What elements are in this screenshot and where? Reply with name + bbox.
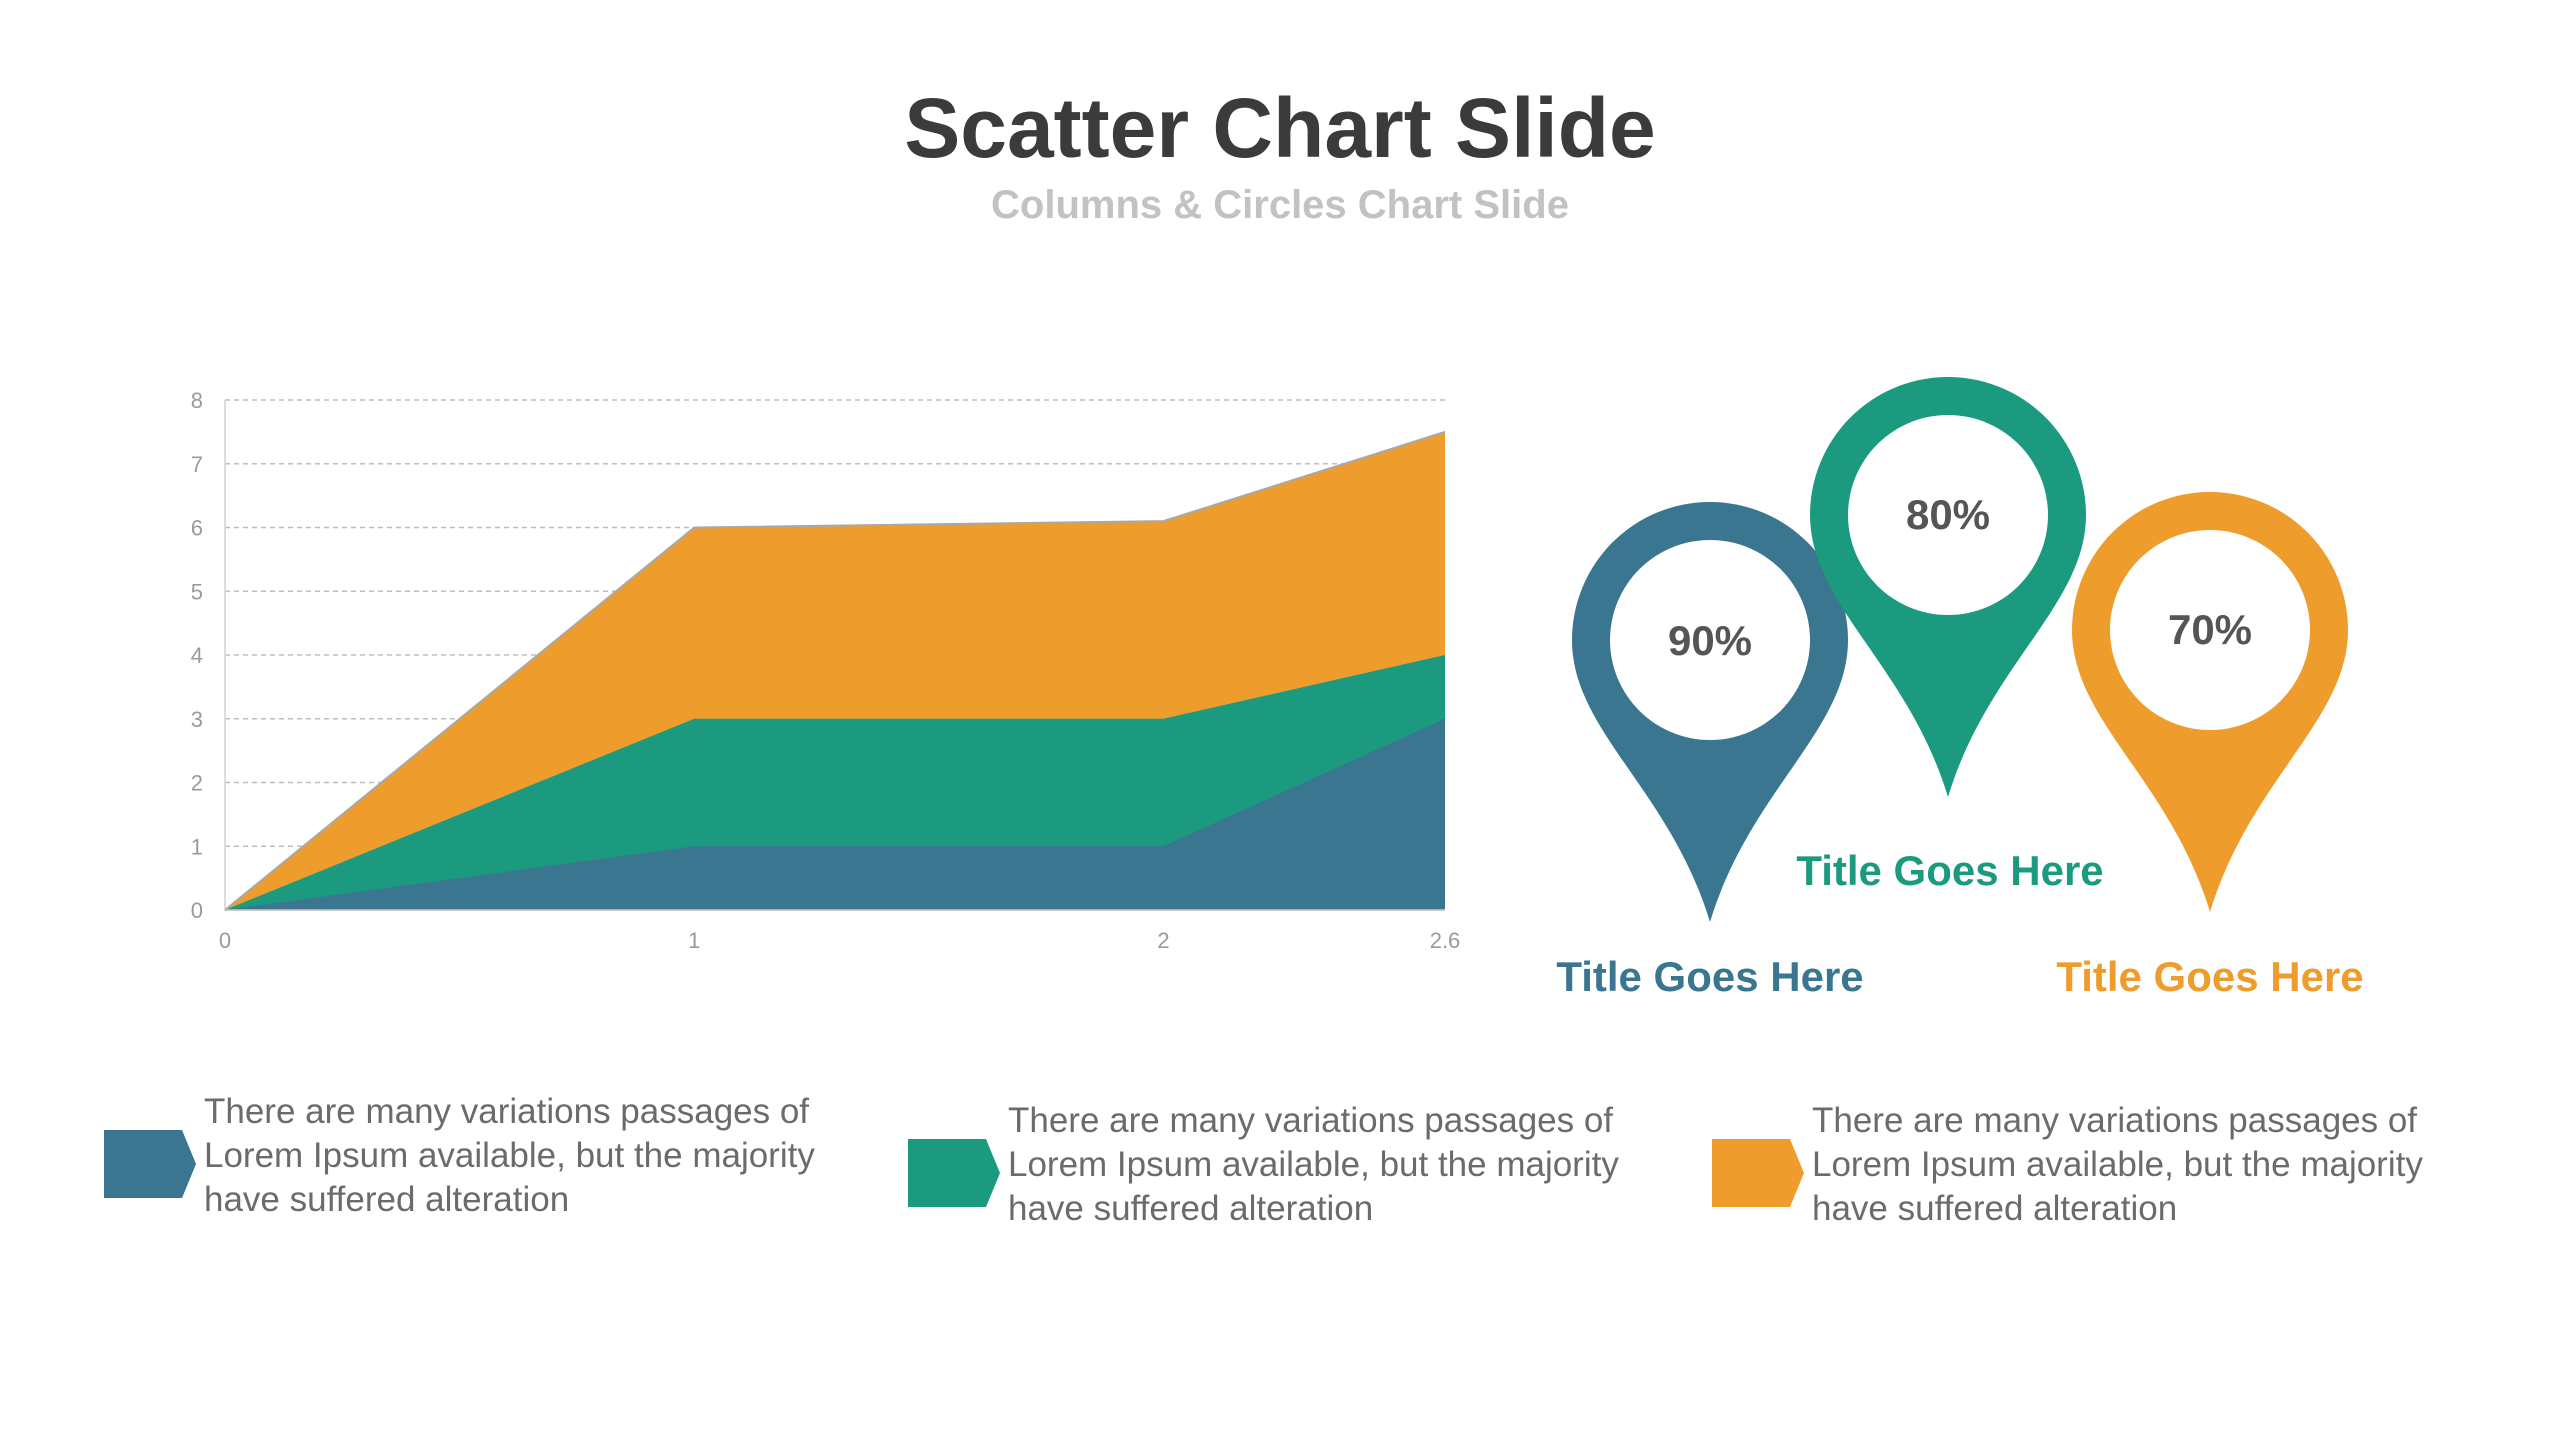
description-block-blue: There are many variations passages of Lo… [104,1090,864,1230]
pin-hole-orange [2110,530,2310,730]
x-tick-label-2: 2 [1157,928,1169,953]
description-text-teal: There are many variations passages of Lo… [1008,1101,1619,1228]
y-tick-label-1: 1 [191,834,203,859]
area-series-3 [225,431,1445,910]
area-series-1 [225,718,1445,910]
arrow-tag-icon-teal [908,1139,1000,1207]
pin-percent-orange: 70% [2167,606,2253,653]
y-tick-label-4: 4 [191,643,203,668]
pin-title-orange: Title Goes Here [2056,953,2364,1000]
description-block-teal: There are many variations passages of Lo… [908,1099,1668,1239]
y-tick-label-2: 2 [191,771,203,796]
x-tick-label-0: 0 [219,928,231,953]
y-tick-label-6: 6 [191,516,203,541]
pin-hole-blue [1610,540,1810,740]
pin-hole-teal [1848,415,2048,615]
pin-title-teal: Title Goes Here [1796,847,2104,894]
stacked-area-chart: 0 1 2 3 4 5 6 7 8 0 1 2 2.6 [191,388,1461,953]
map-pin-icon-orange [2072,492,2348,912]
arrow-tag-icon-blue [104,1130,196,1198]
x-tick-label-3: 2.6 [1430,928,1461,953]
y-tick-label-8: 8 [191,388,203,413]
map-pin-icon-blue [1572,502,1848,922]
area-edge-series-3 [224,430,1446,911]
slide-subtitle: Columns & Circles Chart Slide [991,183,1569,227]
y-tick-label-7: 7 [191,452,203,477]
y-tick-label-5: 5 [191,579,203,604]
map-pin-icon-teal [1810,377,2086,797]
description-text-orange: There are many variations passages of Lo… [1812,1101,2423,1228]
description-block-orange: There are many variations passages of Lo… [1712,1099,2472,1239]
x-tick-label-1: 1 [688,928,700,953]
pin-percent-teal: 80% [1905,491,1991,538]
pin-title-blue: Title Goes Here [1556,953,1864,1000]
pin-percent-blue: 90% [1667,617,1753,664]
arrow-tag-icon-orange [1712,1139,1804,1207]
y-tick-label-3: 3 [191,707,203,732]
slide-title: Scatter Chart Slide [904,81,1656,175]
y-tick-label-0: 0 [191,898,203,923]
description-text-blue: There are many variations passages of Lo… [204,1092,815,1219]
